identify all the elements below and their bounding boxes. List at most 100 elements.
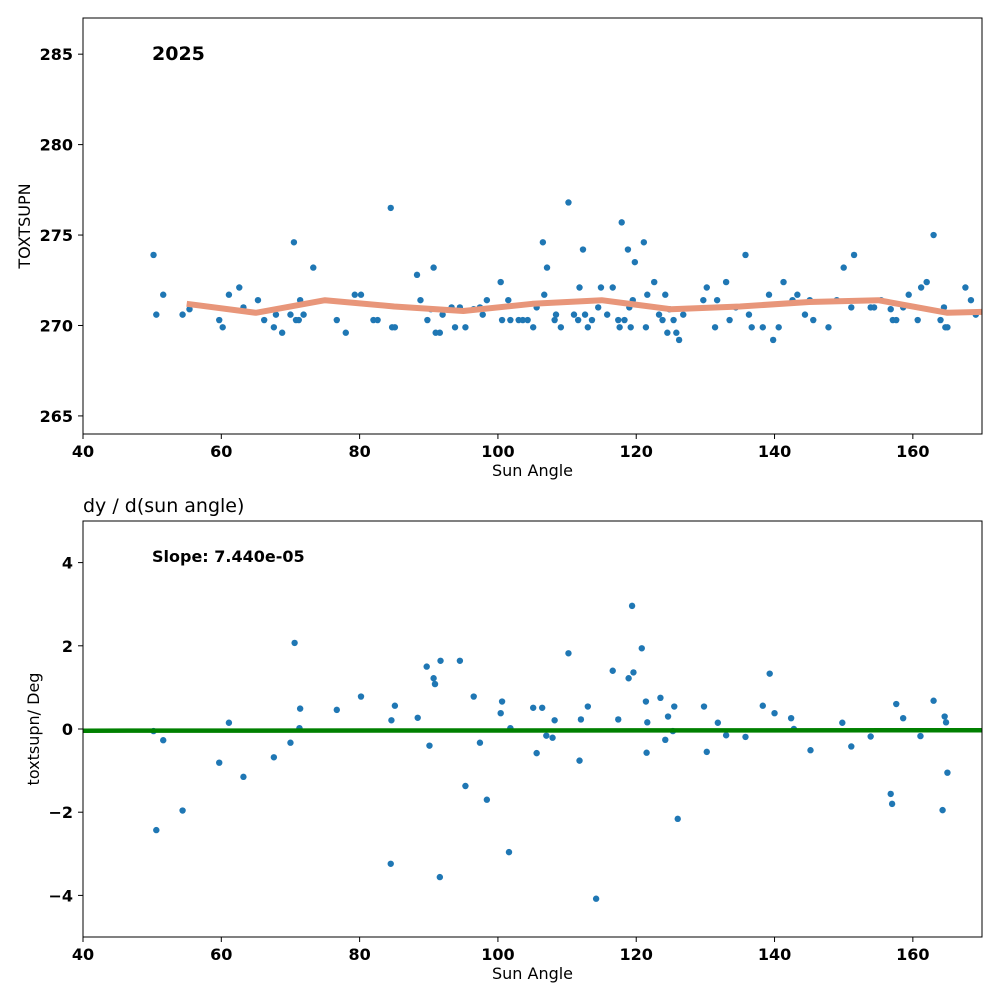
data-point: [726, 316, 733, 324]
data-point: [625, 675, 632, 682]
data-point: [780, 278, 787, 286]
data-point: [848, 743, 855, 750]
data-point: [219, 324, 226, 331]
data-point: [713, 296, 721, 304]
x-tick-label: 60: [210, 442, 232, 461]
data-point: [917, 284, 925, 291]
data-point: [287, 311, 294, 318]
data-point: [584, 324, 592, 331]
data-point: [771, 709, 778, 717]
top-panel: 40 60 80 100 120 140 160 265 270 275 280 285 Sun Ang…: [15, 17, 983, 480]
trend-line: [82, 727, 983, 733]
data-point: [615, 716, 622, 723]
data-point: [722, 732, 730, 739]
data-point: [722, 278, 730, 286]
data-point: [216, 316, 223, 324]
data-point: [616, 324, 623, 331]
data-point: [579, 246, 587, 253]
data-point: [272, 311, 280, 318]
data-point: [483, 296, 491, 304]
data-point: [549, 734, 556, 741]
data-point: [333, 706, 340, 714]
x-tick-label: 80: [348, 442, 370, 461]
data-point: [153, 311, 160, 318]
y-axis-label: toxtsupn/ Deg: [24, 673, 43, 786]
data-point: [942, 719, 950, 726]
data-point: [627, 324, 634, 331]
data-point: [357, 291, 365, 298]
data-point: [644, 719, 651, 726]
data-point: [160, 291, 167, 298]
y-tick-label: 280: [40, 136, 73, 155]
x-tick-label: 80: [348, 945, 370, 964]
data-point: [417, 296, 424, 304]
data-point: [592, 895, 600, 902]
data-point: [944, 324, 951, 331]
data-point: [597, 284, 605, 291]
data-point: [186, 306, 193, 313]
data-point: [588, 316, 596, 324]
data-point: [351, 291, 358, 298]
data-point: [436, 873, 444, 881]
data-point: [160, 737, 167, 744]
data-point: [659, 316, 666, 324]
data-point: [930, 231, 937, 239]
data-point: [939, 806, 946, 814]
x-tick-label: 140: [758, 945, 791, 964]
x-tick-label: 120: [620, 442, 653, 461]
y-tick-label: 0: [62, 720, 73, 739]
data-point: [662, 291, 669, 298]
data-point: [887, 306, 894, 313]
plot-annotation: Slope: 7.440e-05: [152, 547, 305, 566]
data-point: [216, 759, 223, 766]
data-point: [479, 311, 486, 318]
data-point: [742, 733, 749, 741]
data-point: [638, 645, 645, 652]
data-point: [674, 815, 681, 823]
data-point: [505, 848, 513, 856]
x-tick-label: 140: [758, 442, 791, 461]
data-point: [657, 694, 664, 701]
data-point: [644, 291, 651, 298]
x-tick-label: 120: [620, 945, 653, 964]
data-point: [287, 739, 294, 746]
data-point: [225, 719, 233, 726]
data-point: [296, 705, 304, 712]
data-point: [621, 316, 628, 324]
data-point: [630, 669, 637, 676]
data-point: [899, 714, 907, 722]
data-point: [700, 703, 708, 710]
data-point: [295, 316, 302, 324]
data-point: [456, 657, 464, 664]
x-tick-label: 40: [72, 945, 94, 964]
data-point: [662, 736, 669, 744]
data-point: [850, 251, 858, 259]
data-point: [462, 782, 469, 790]
data-point: [225, 291, 233, 298]
data-point: [664, 329, 671, 336]
data-point: [642, 698, 650, 705]
scatter-points: [150, 199, 979, 344]
data-point: [543, 732, 550, 739]
bottom-panel: 40 60 80 100 120 140 160 −4 −2 0 2 4 Sun Angle toxtsu…: [24, 495, 983, 983]
data-point: [260, 316, 268, 324]
data-point: [967, 296, 975, 304]
data-point: [787, 714, 795, 722]
data-point: [551, 316, 558, 324]
data-point: [476, 739, 484, 746]
data-point: [413, 271, 421, 279]
data-point: [565, 199, 572, 206]
data-point: [387, 204, 394, 212]
data-point: [565, 650, 572, 657]
data-point: [775, 324, 782, 331]
data-point: [430, 675, 437, 682]
data-point: [867, 733, 874, 740]
data-point: [581, 311, 589, 318]
data-point: [642, 324, 650, 331]
data-point: [505, 296, 512, 304]
data-point: [643, 749, 650, 756]
data-point: [745, 311, 753, 318]
data-point: [714, 719, 722, 726]
data-point: [577, 716, 585, 723]
data-point: [848, 304, 855, 311]
